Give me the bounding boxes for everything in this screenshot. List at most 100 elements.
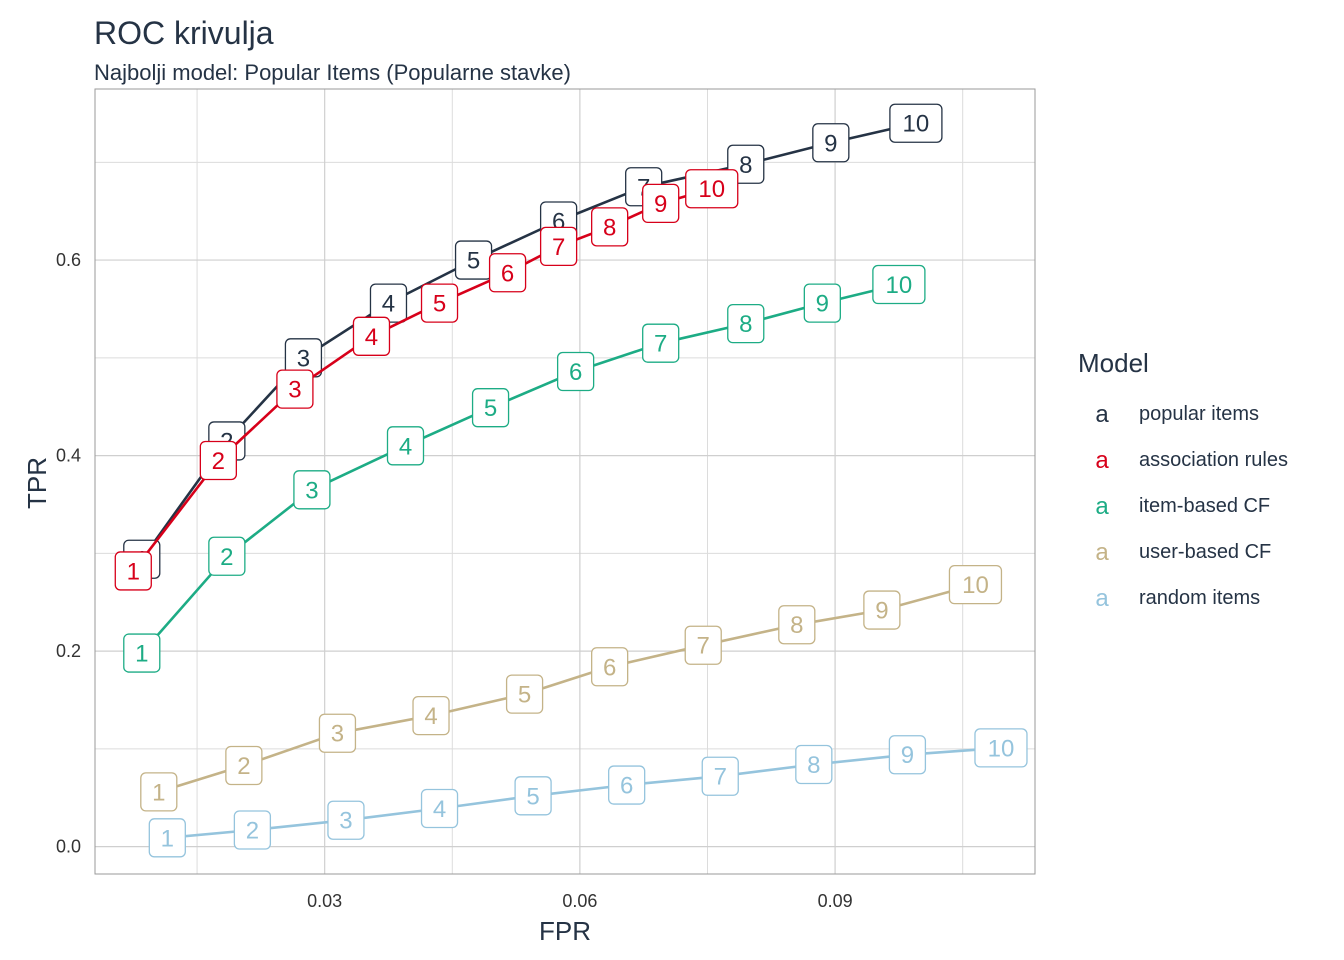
point-label-association-rules: 1 <box>114 551 152 591</box>
series-random-items: 1 2 3 4 5 6 7 8 9 10 <box>148 728 1028 858</box>
point-label-popular-items: 3 <box>284 338 323 378</box>
label-box <box>591 207 629 247</box>
point-label-item-based-cf: 5 <box>471 388 510 428</box>
legend-key: a <box>1095 493 1109 520</box>
point-label-association-rules: 9 <box>642 183 680 224</box>
legend-item-popular-items: a popular items <box>1095 401 1259 428</box>
legend-label: association rules <box>1139 449 1288 471</box>
legend-item-user-based-cf: a user-based CF <box>1095 539 1271 566</box>
label-text: 5 <box>467 248 480 275</box>
label-box <box>539 226 578 267</box>
point-label-random-items: 6 <box>608 765 646 805</box>
series-user-based-cf: 1 2 3 4 5 6 7 8 9 10 <box>140 564 1003 812</box>
label-text: 10 <box>903 111 930 138</box>
series-line-random-items <box>167 746 1002 840</box>
label-box <box>386 426 425 466</box>
label-text: 4 <box>382 291 395 318</box>
point-label-association-rules: 8 <box>591 207 629 247</box>
label-text: 10 <box>988 735 1015 762</box>
label-box <box>948 564 1003 605</box>
label-box <box>888 735 927 775</box>
label-text: 7 <box>654 331 667 358</box>
label-box <box>471 388 510 428</box>
point-label-user-based-cf: 7 <box>684 625 722 665</box>
point-label-user-based-cf: 10 <box>948 564 1003 605</box>
label-box <box>642 323 680 363</box>
label-text: 3 <box>305 477 318 504</box>
point-label-item-based-cf: 1 <box>123 633 161 673</box>
point-label-random-items: 1 <box>148 818 186 858</box>
y-tick-label: 0.2 <box>56 641 81 661</box>
point-label-association-rules: 6 <box>488 253 527 293</box>
point-label-association-rules: 4 <box>352 316 391 356</box>
label-box <box>318 713 357 753</box>
x-tick-label: 0.03 <box>307 891 342 911</box>
point-label-association-rules: 3 <box>276 369 314 409</box>
series: 1234567891012345678910123456789101234567… <box>114 103 1028 858</box>
point-label-item-based-cf: 2 <box>208 536 246 576</box>
label-text: 8 <box>807 752 820 779</box>
label-box <box>727 303 765 344</box>
label-text: 9 <box>875 598 888 625</box>
point-label-popular-items: 9 <box>812 123 850 163</box>
series-line-item-based-cf <box>140 283 900 654</box>
point-label-popular-items: 10 <box>889 103 943 143</box>
point-label-random-items: 2 <box>233 810 272 850</box>
label-box <box>412 695 450 736</box>
label-box <box>778 605 816 645</box>
legend-key: a <box>1095 585 1109 612</box>
point-label-user-based-cf: 6 <box>591 647 629 687</box>
point-label-user-based-cf: 9 <box>863 590 901 630</box>
point-label-item-based-cf: 7 <box>642 323 680 363</box>
label-text: 3 <box>331 721 344 748</box>
label-text: 6 <box>569 359 582 386</box>
series-item-based-cf: 1 2 3 4 5 6 7 8 9 10 <box>123 264 926 673</box>
legend: Model a popular items a association rules a i… <box>1078 348 1288 612</box>
label-box <box>872 264 926 305</box>
point-label-association-rules: 2 <box>199 440 237 481</box>
chart-subtitle: Najbolji model: Popular Items (Popularne… <box>94 60 571 85</box>
label-box <box>514 776 552 816</box>
point-label-user-based-cf: 1 <box>140 772 178 812</box>
label-text: 2 <box>220 544 233 571</box>
label-text: 10 <box>698 176 725 203</box>
label-text: 7 <box>552 234 565 261</box>
point-label-user-based-cf: 5 <box>505 674 544 714</box>
label-text: 4 <box>365 324 378 351</box>
label-text: 7 <box>714 764 727 791</box>
label-box <box>276 369 314 409</box>
label-box <box>148 818 186 858</box>
point-label-association-rules: 10 <box>685 169 739 209</box>
label-box <box>327 800 365 840</box>
label-text: 6 <box>603 654 616 681</box>
point-label-association-rules: 5 <box>420 283 459 323</box>
label-text: 4 <box>399 433 412 460</box>
label-box <box>293 470 331 510</box>
label-box <box>123 633 161 673</box>
label-box <box>684 625 722 665</box>
label-box <box>556 351 595 392</box>
legend-label: user-based CF <box>1139 541 1271 563</box>
label-text: 4 <box>424 703 437 730</box>
label-box <box>889 103 943 143</box>
legend-label: item-based CF <box>1139 495 1270 517</box>
label-text: 6 <box>620 773 633 800</box>
legend-key: a <box>1095 447 1109 474</box>
label-box <box>352 316 391 356</box>
label-text: 1 <box>152 779 165 806</box>
label-text: 9 <box>824 130 837 157</box>
point-label-item-based-cf: 3 <box>293 470 331 510</box>
label-box <box>795 744 833 785</box>
axes: 0.03 0.06 0.09 0.0 0.2 0.4 0.6 <box>56 250 853 911</box>
y-tick-label: 0.6 <box>56 250 81 270</box>
label-text: 3 <box>297 345 310 372</box>
point-label-user-based-cf: 2 <box>225 745 263 786</box>
chart-title: ROC krivulja <box>94 15 274 51</box>
label-text: 3 <box>288 377 301 404</box>
label-box <box>199 440 237 481</box>
point-label-user-based-cf: 3 <box>318 713 357 753</box>
label-text: 8 <box>790 612 803 639</box>
label-text: 1 <box>161 825 174 852</box>
label-text: 8 <box>603 214 616 241</box>
